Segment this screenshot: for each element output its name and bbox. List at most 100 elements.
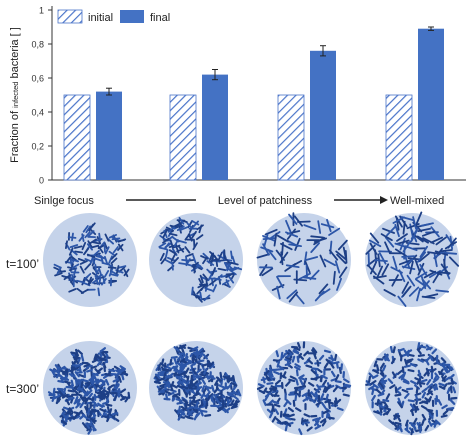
- infected-bacterium: [275, 350, 279, 358]
- infected-bacterium: [190, 361, 197, 367]
- infected-bacterium: [98, 267, 102, 276]
- infected-bacterium: [63, 406, 70, 411]
- infected-bacterium: [264, 228, 278, 236]
- infected-bacterium: [408, 286, 420, 297]
- infected-bacterium: [106, 392, 110, 400]
- y-tick-label: 1: [39, 6, 44, 16]
- infected-bacterium: [86, 253, 96, 258]
- infected-bacterium: [203, 368, 208, 375]
- infected-bacterium: [54, 272, 63, 277]
- infected-bacterium: [158, 385, 165, 391]
- infected-bacterium: [171, 365, 179, 369]
- infected-bacterium: [175, 398, 183, 402]
- infected-bacterium: [409, 362, 417, 368]
- infected-bacterium: [228, 276, 235, 284]
- infected-bacterium: [426, 383, 434, 389]
- infected-bacterium: [200, 255, 209, 260]
- infected-bacterium: [431, 348, 438, 355]
- infected-bacterium: [190, 379, 194, 388]
- infected-bacterium: [318, 283, 329, 295]
- infected-bacterium: [205, 278, 208, 287]
- row-label-t100: t=100’: [6, 257, 40, 271]
- infected-bacterium: [329, 362, 335, 369]
- infected-bacterium: [273, 370, 280, 375]
- infected-bacterium: [452, 386, 457, 394]
- infected-bacterium: [70, 366, 74, 374]
- infected-bacterium: [438, 368, 444, 376]
- infected-bacterium: [163, 242, 170, 250]
- infected-bacterium: [406, 274, 416, 287]
- infected-bacterium: [448, 256, 460, 267]
- infected-bacterium: [306, 426, 313, 432]
- infected-bacterium: [84, 273, 92, 280]
- infected-bacterium: [406, 223, 420, 230]
- infected-bacterium: [421, 295, 436, 299]
- infected-bacterium: [412, 417, 418, 425]
- infected-bacterium: [379, 368, 385, 376]
- infected-bacterium: [87, 392, 94, 399]
- infected-bacterium: [293, 365, 301, 371]
- infected-bacterium: [418, 252, 430, 263]
- infected-bacterium: [325, 358, 332, 365]
- infected-bacterium: [214, 379, 219, 386]
- infected-bacterium: [227, 393, 235, 397]
- infected-bacterium: [450, 396, 458, 400]
- infected-bacterium: [287, 349, 294, 355]
- infected-bacterium: [398, 425, 403, 433]
- infected-bacterium: [102, 389, 110, 394]
- infected-bacterium: [68, 373, 76, 378]
- infected-bacterium: [293, 215, 303, 227]
- infected-bacterium: [371, 374, 379, 380]
- infected-bacterium: [285, 349, 292, 355]
- infected-bacterium: [84, 425, 91, 431]
- infected-bacterium: [170, 253, 176, 262]
- infected-bacterium: [285, 421, 292, 427]
- infected-bacterium: [198, 224, 203, 234]
- infected-bacterium: [124, 395, 130, 403]
- infected-bacterium: [284, 358, 292, 362]
- infected-bacterium: [304, 256, 319, 261]
- infected-bacterium: [153, 380, 161, 385]
- infected-bacterium: [389, 384, 396, 390]
- infected-bacterium: [84, 381, 92, 385]
- infected-bacterium: [87, 422, 95, 428]
- infected-bacterium: [383, 401, 389, 409]
- infected-bacterium: [110, 270, 119, 276]
- infected-bacterium: [176, 225, 185, 232]
- infected-bacterium: [295, 293, 305, 305]
- infected-bacterium: [421, 400, 429, 405]
- snapshot-t300-patchy-b: [256, 341, 352, 436]
- infected-bacterium: [76, 279, 85, 284]
- legend-label-initial: initial: [88, 12, 113, 24]
- infected-bacterium: [406, 349, 410, 357]
- infected-bacterium: [392, 346, 396, 354]
- infected-bacterium: [169, 239, 174, 249]
- infected-bacterium: [91, 358, 99, 363]
- infected-bacterium: [93, 401, 97, 409]
- infected-bacterium: [335, 361, 339, 369]
- bar-final: [310, 50, 336, 180]
- infected-bacterium: [200, 392, 206, 399]
- infected-bacterium: [191, 346, 199, 351]
- infected-bacterium: [422, 237, 435, 245]
- infected-bacterium: [112, 246, 119, 254]
- infected-bacterium: [97, 403, 106, 408]
- infected-bacterium: [169, 358, 173, 366]
- bar-initial: [63, 94, 91, 181]
- infected-bacterium: [163, 371, 167, 379]
- infected-bacterium: [59, 367, 67, 370]
- infected-bacterium: [338, 366, 342, 375]
- infected-bacterium: [303, 350, 309, 357]
- infected-bacterium: [328, 249, 339, 261]
- infected-bacterium: [73, 354, 80, 361]
- infected-bacterium: [421, 391, 427, 399]
- infected-bacterium: [195, 381, 202, 387]
- infected-bacterium: [192, 293, 201, 299]
- infected-bacterium: [417, 354, 426, 357]
- infected-bacterium: [89, 238, 97, 245]
- infected-bacterium: [159, 252, 165, 261]
- infected-bacterium: [89, 378, 94, 386]
- infected-bacterium: [204, 397, 211, 404]
- infected-bacterium: [406, 358, 414, 362]
- infected-bacterium: [79, 260, 88, 265]
